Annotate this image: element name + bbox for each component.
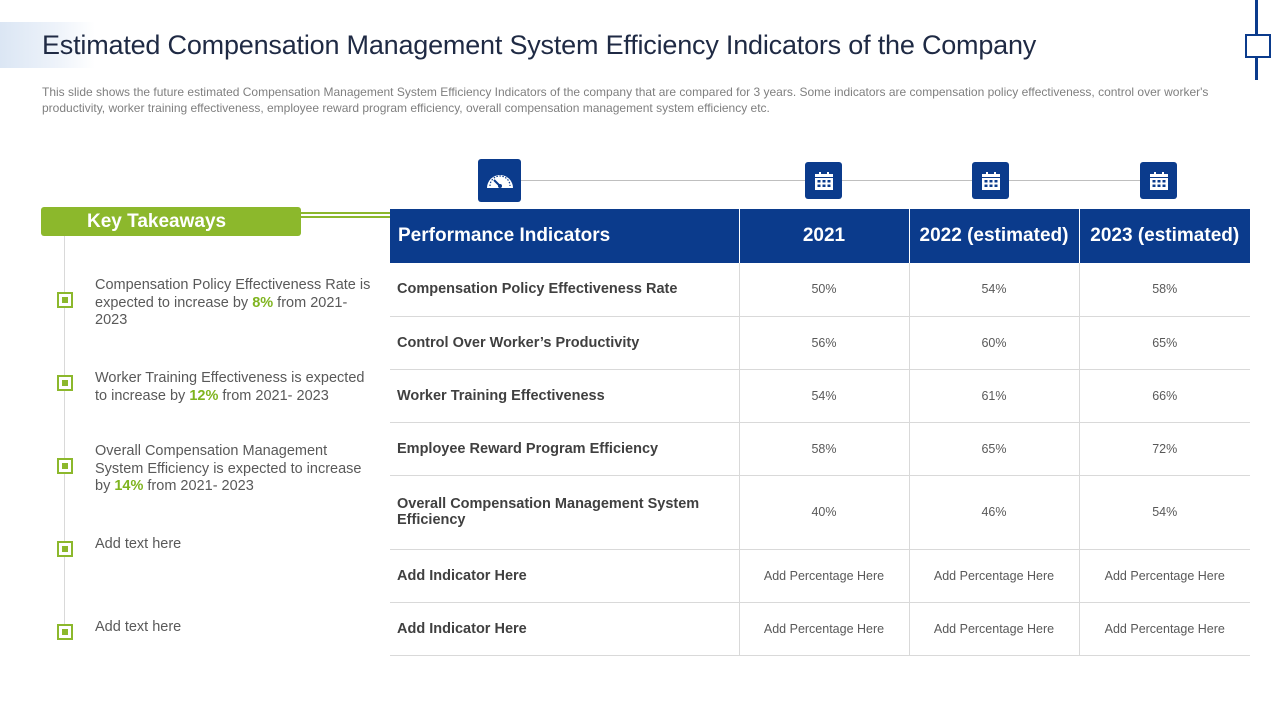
indicator-cell: Add Indicator Here: [390, 549, 739, 603]
value-cell: 66%: [1078, 369, 1250, 423]
value-cell: 65%: [908, 422, 1079, 476]
table-row: Compensation Policy Effectiveness Rate 5…: [390, 263, 1250, 317]
value-cell: Add Percentage Here: [738, 602, 909, 656]
value-cell: 54%: [738, 369, 909, 423]
value-cell: Add Percentage Here: [1078, 602, 1250, 656]
corner-decoration-box: [1245, 34, 1271, 58]
table-row: Worker Training Effectiveness 54% 61% 66…: [390, 369, 1250, 423]
key-takeaways-connector: [301, 212, 391, 226]
bullet-icon: [57, 624, 73, 640]
value-cell: 40%: [738, 475, 909, 550]
table-row: Add Indicator Here Add Percentage Here A…: [390, 602, 1250, 656]
slide-description: This slide shows the future estimated Co…: [42, 85, 1209, 115]
title-accent-bar: [0, 22, 95, 68]
indicator-cell: Worker Training Effectiveness: [390, 369, 739, 423]
column-header: 2021: [738, 209, 909, 263]
calendar-icon: [805, 162, 842, 199]
table-row: Employee Reward Program Efficiency 58% 6…: [390, 422, 1250, 476]
table-row: Add Indicator Here Add Percentage Here A…: [390, 549, 1250, 603]
takeaway-item: Worker Training Effectiveness is expecte…: [95, 370, 365, 404]
bullet-icon: [57, 292, 73, 308]
table-row: Control Over Worker’s Productivity 56% 6…: [390, 316, 1250, 370]
value-cell: 65%: [1078, 316, 1250, 370]
calendar-icon: [1140, 162, 1177, 199]
speedometer-icon: [478, 159, 521, 202]
value-cell: Add Percentage Here: [738, 549, 909, 603]
column-header: 2023 (estimated): [1078, 209, 1250, 263]
value-cell: Add Percentage Here: [1078, 549, 1250, 603]
indicator-cell: Control Over Worker’s Productivity: [390, 316, 739, 370]
value-cell: Add Percentage Here: [908, 549, 1079, 603]
value-cell: Add Percentage Here: [908, 602, 1079, 656]
bullet-icon: [57, 458, 73, 474]
bullet-icon: [57, 375, 73, 391]
column-header: 2022 (estimated): [908, 209, 1079, 263]
indicator-cell: Compensation Policy Effectiveness Rate: [390, 263, 739, 317]
table-header-row: Performance Indicators 2021 2022 (estima…: [390, 209, 1250, 263]
value-cell: 54%: [908, 263, 1079, 317]
value-cell: 72%: [1078, 422, 1250, 476]
value-cell: 60%: [908, 316, 1079, 370]
page-title: Estimated Compensation Management System…: [42, 30, 1037, 60]
calendar-icon: [972, 162, 1009, 199]
column-header: Performance Indicators: [390, 209, 739, 263]
value-cell: 58%: [1078, 263, 1250, 317]
indicators-table: Performance Indicators 2021 2022 (estima…: [390, 209, 1250, 656]
bullet-icon: [57, 541, 73, 557]
takeaway-item: Add text here: [95, 536, 182, 552]
key-takeaways-timeline: [64, 236, 65, 636]
value-cell: 50%: [738, 263, 909, 317]
indicator-cell: Add Indicator Here: [390, 602, 739, 656]
value-cell: 58%: [738, 422, 909, 476]
table-row: Overall Compensation Management System E…: [390, 475, 1250, 550]
value-cell: 56%: [738, 316, 909, 370]
indicator-cell: Overall Compensation Management System E…: [390, 475, 739, 550]
takeaway-item: Overall Compensation Management System E…: [95, 443, 362, 494]
takeaway-item: Compensation Policy Effectiveness Rate i…: [95, 277, 371, 328]
value-cell: 46%: [908, 475, 1079, 550]
value-cell: 61%: [908, 369, 1079, 423]
indicator-cell: Employee Reward Program Efficiency: [390, 422, 739, 476]
value-cell: 54%: [1078, 475, 1250, 550]
key-takeaways-heading: Key Takeaways: [41, 207, 301, 236]
takeaway-item: Add text here: [95, 619, 182, 635]
